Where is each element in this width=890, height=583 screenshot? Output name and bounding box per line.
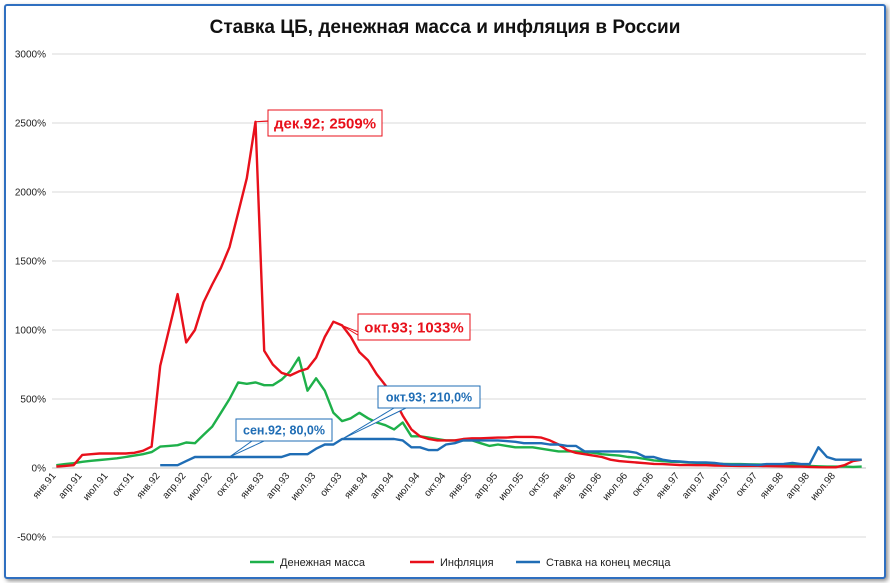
series-line-2: [160, 437, 862, 467]
x-tick-label: янв.95: [446, 471, 474, 502]
y-tick-label: 2000%: [15, 188, 46, 199]
x-tick-label: июл.94: [393, 471, 423, 503]
y-tick-label: 3000%: [15, 50, 46, 61]
y-tick-label: 0%: [32, 464, 47, 475]
x-tick-label: июл.96: [601, 471, 631, 503]
y-tick-label: 1500%: [15, 257, 46, 268]
chart-frame: [4, 4, 886, 579]
x-tick-label: янв.98: [758, 471, 786, 502]
x-tick-label: окт.97: [734, 471, 760, 499]
legend-label: Инфляция: [440, 557, 494, 569]
callout-box: [377, 385, 481, 409]
callout-box: [357, 313, 471, 341]
x-tick-label: окт.95: [526, 471, 552, 499]
callout-pointer: [229, 440, 265, 458]
x-tick-label: июл.91: [81, 471, 111, 503]
chart-title: Ставка ЦБ, денежная масса и инфляция в Р…: [210, 17, 681, 38]
x-tick-label: июл.98: [809, 471, 839, 503]
legend-label: Денежная масса: [280, 557, 366, 569]
x-tick-label: июл.97: [705, 471, 735, 503]
x-tick-label: июл.95: [497, 471, 527, 503]
x-tick-label: янв.94: [343, 471, 371, 502]
x-tick-label: окт.91: [111, 471, 137, 499]
callout-pointer: [341, 407, 407, 440]
x-tick-label: янв.93: [239, 471, 267, 502]
y-tick-label: -500%: [17, 533, 46, 544]
y-tick-label: 500%: [20, 395, 46, 406]
x-tick-label: июл.92: [185, 471, 215, 503]
x-tick-label: янв.91: [31, 471, 59, 502]
callout-label: сен.92; 80,0%: [243, 424, 325, 438]
x-tick-label: июл.93: [289, 471, 319, 503]
legend-label: Ставка на конец месяца: [546, 557, 671, 569]
callout-box: [235, 418, 333, 442]
series-line-0: [56, 356, 862, 469]
x-tick-label: окт.93: [318, 471, 344, 499]
callout-label: окт.93; 210,0%: [386, 391, 472, 405]
callout-label: дек.92; 2509%: [274, 115, 376, 132]
x-tick-label: янв.97: [654, 471, 682, 502]
x-tick-label: окт.94: [422, 471, 448, 499]
x-tick-label: янв.96: [550, 471, 578, 502]
x-tick-label: окт.92: [214, 471, 240, 499]
x-tick-label: янв.92: [135, 471, 163, 502]
callout-label: окт.93; 1033%: [364, 319, 463, 336]
callout-box: [267, 109, 383, 137]
series-line-1: [56, 120, 862, 469]
x-tick-label: окт.96: [630, 471, 656, 499]
y-tick-label: 1000%: [15, 326, 46, 337]
y-tick-label: 2500%: [15, 119, 46, 130]
